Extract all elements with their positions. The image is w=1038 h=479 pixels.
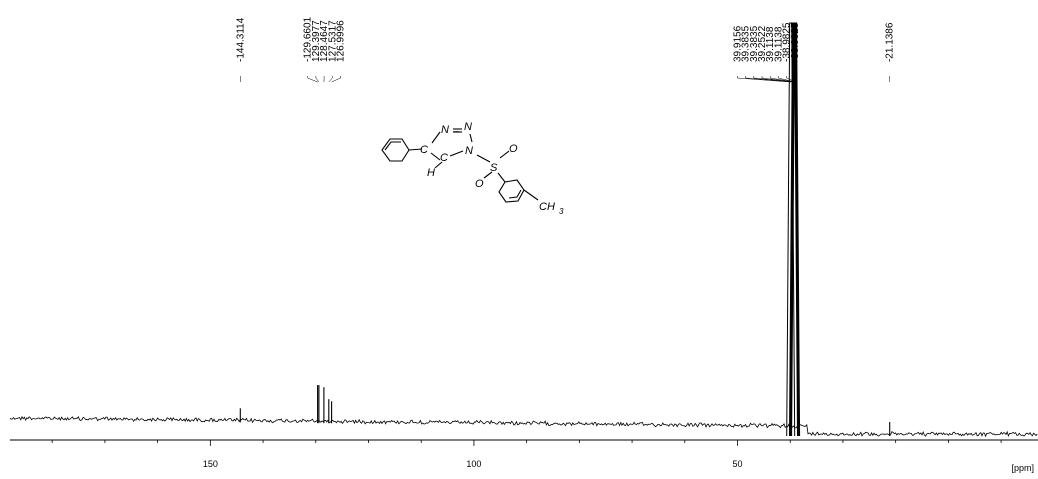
peak-label: 126.9996 [336,20,347,62]
x-tick-label: 100 [466,459,481,469]
x-tick-label: 150 [203,459,218,469]
c4-c5-bond [430,152,441,161]
peak-connector [737,76,791,83]
peak-label: -129.6601 [303,16,314,61]
tolyl-inner-bond [508,189,522,199]
peak-connector [794,76,796,83]
structure-atom-c4: C [420,144,428,156]
peak-label: -144.3114 [235,17,246,62]
structure-atom-h: H [427,167,435,179]
phenyl-inner-bond [384,141,401,151]
peak-label: 39.1138 [773,26,784,62]
peak-label: 39.3835 [741,25,752,62]
peak-label: 129.3977 [311,20,322,62]
peak-connector [769,76,795,83]
spectrum-baseline [9,415,1038,438]
ring-to-methyl-bond [523,189,539,201]
peak-label: 128.4647 [319,20,330,62]
tolyl-ring [498,179,525,203]
peak-connector [786,76,796,83]
structure-atom-n2: N [464,121,472,133]
n1-s-bond [476,154,491,163]
chemical-structure: C N = N C N H S O O CH 3 [381,121,564,216]
peak-connector [753,76,794,83]
peak-connector [331,76,341,83]
peak-connector [315,76,320,83]
structure-atom-o-top: O [509,143,518,155]
structure-atom-eq: = [453,125,460,137]
structure-atom-n1: N [465,145,473,157]
peak-connector [778,76,795,83]
s-o-bond-top [499,150,510,159]
peak-label: 39.3835 [749,25,760,62]
c4-to-n-bond [431,131,441,144]
peak-label: -38.9825 [782,22,793,62]
structure-atom-n3: N [441,124,449,136]
s-ring-bond [497,172,506,183]
structure-methyl: CH [539,201,555,213]
peak-label: -38.9825 [790,22,801,62]
peak-label: 39.1138 [765,26,776,62]
peak-label: 127.5317 [327,20,338,62]
peak-label: -21.1386 [885,22,896,62]
peak-connector [328,76,333,83]
phenyl-to-c-bond [408,148,423,151]
x-axis: 150 100 50 [ppm] [10,439,1038,473]
peak-labels: -144.3114 -129.6601129.3977128.4647127.53… [235,16,896,83]
peak-label: 39.9156 [732,25,743,62]
c5-h-bond [434,161,443,169]
peak-label: 39.2522 [757,25,768,62]
c5-n1-bond [449,150,464,157]
structure-atom-c5: C [440,152,448,164]
s-o-bond-left [483,171,493,179]
peak-connector [307,76,318,83]
x-tick-label: 50 [732,459,742,469]
structure-methyl-subscript: 3 [559,207,564,216]
peak-connector [761,76,795,83]
spectrum-peak [791,22,801,437]
x-axis-unit-label: [ppm] [1011,463,1034,473]
peak-connector [745,76,794,83]
structure-atom-s: S [490,162,498,174]
n-to-n1-bond [469,133,473,143]
structure-atom-o-left: O [475,178,484,190]
spectrum-layer [9,22,1038,438]
